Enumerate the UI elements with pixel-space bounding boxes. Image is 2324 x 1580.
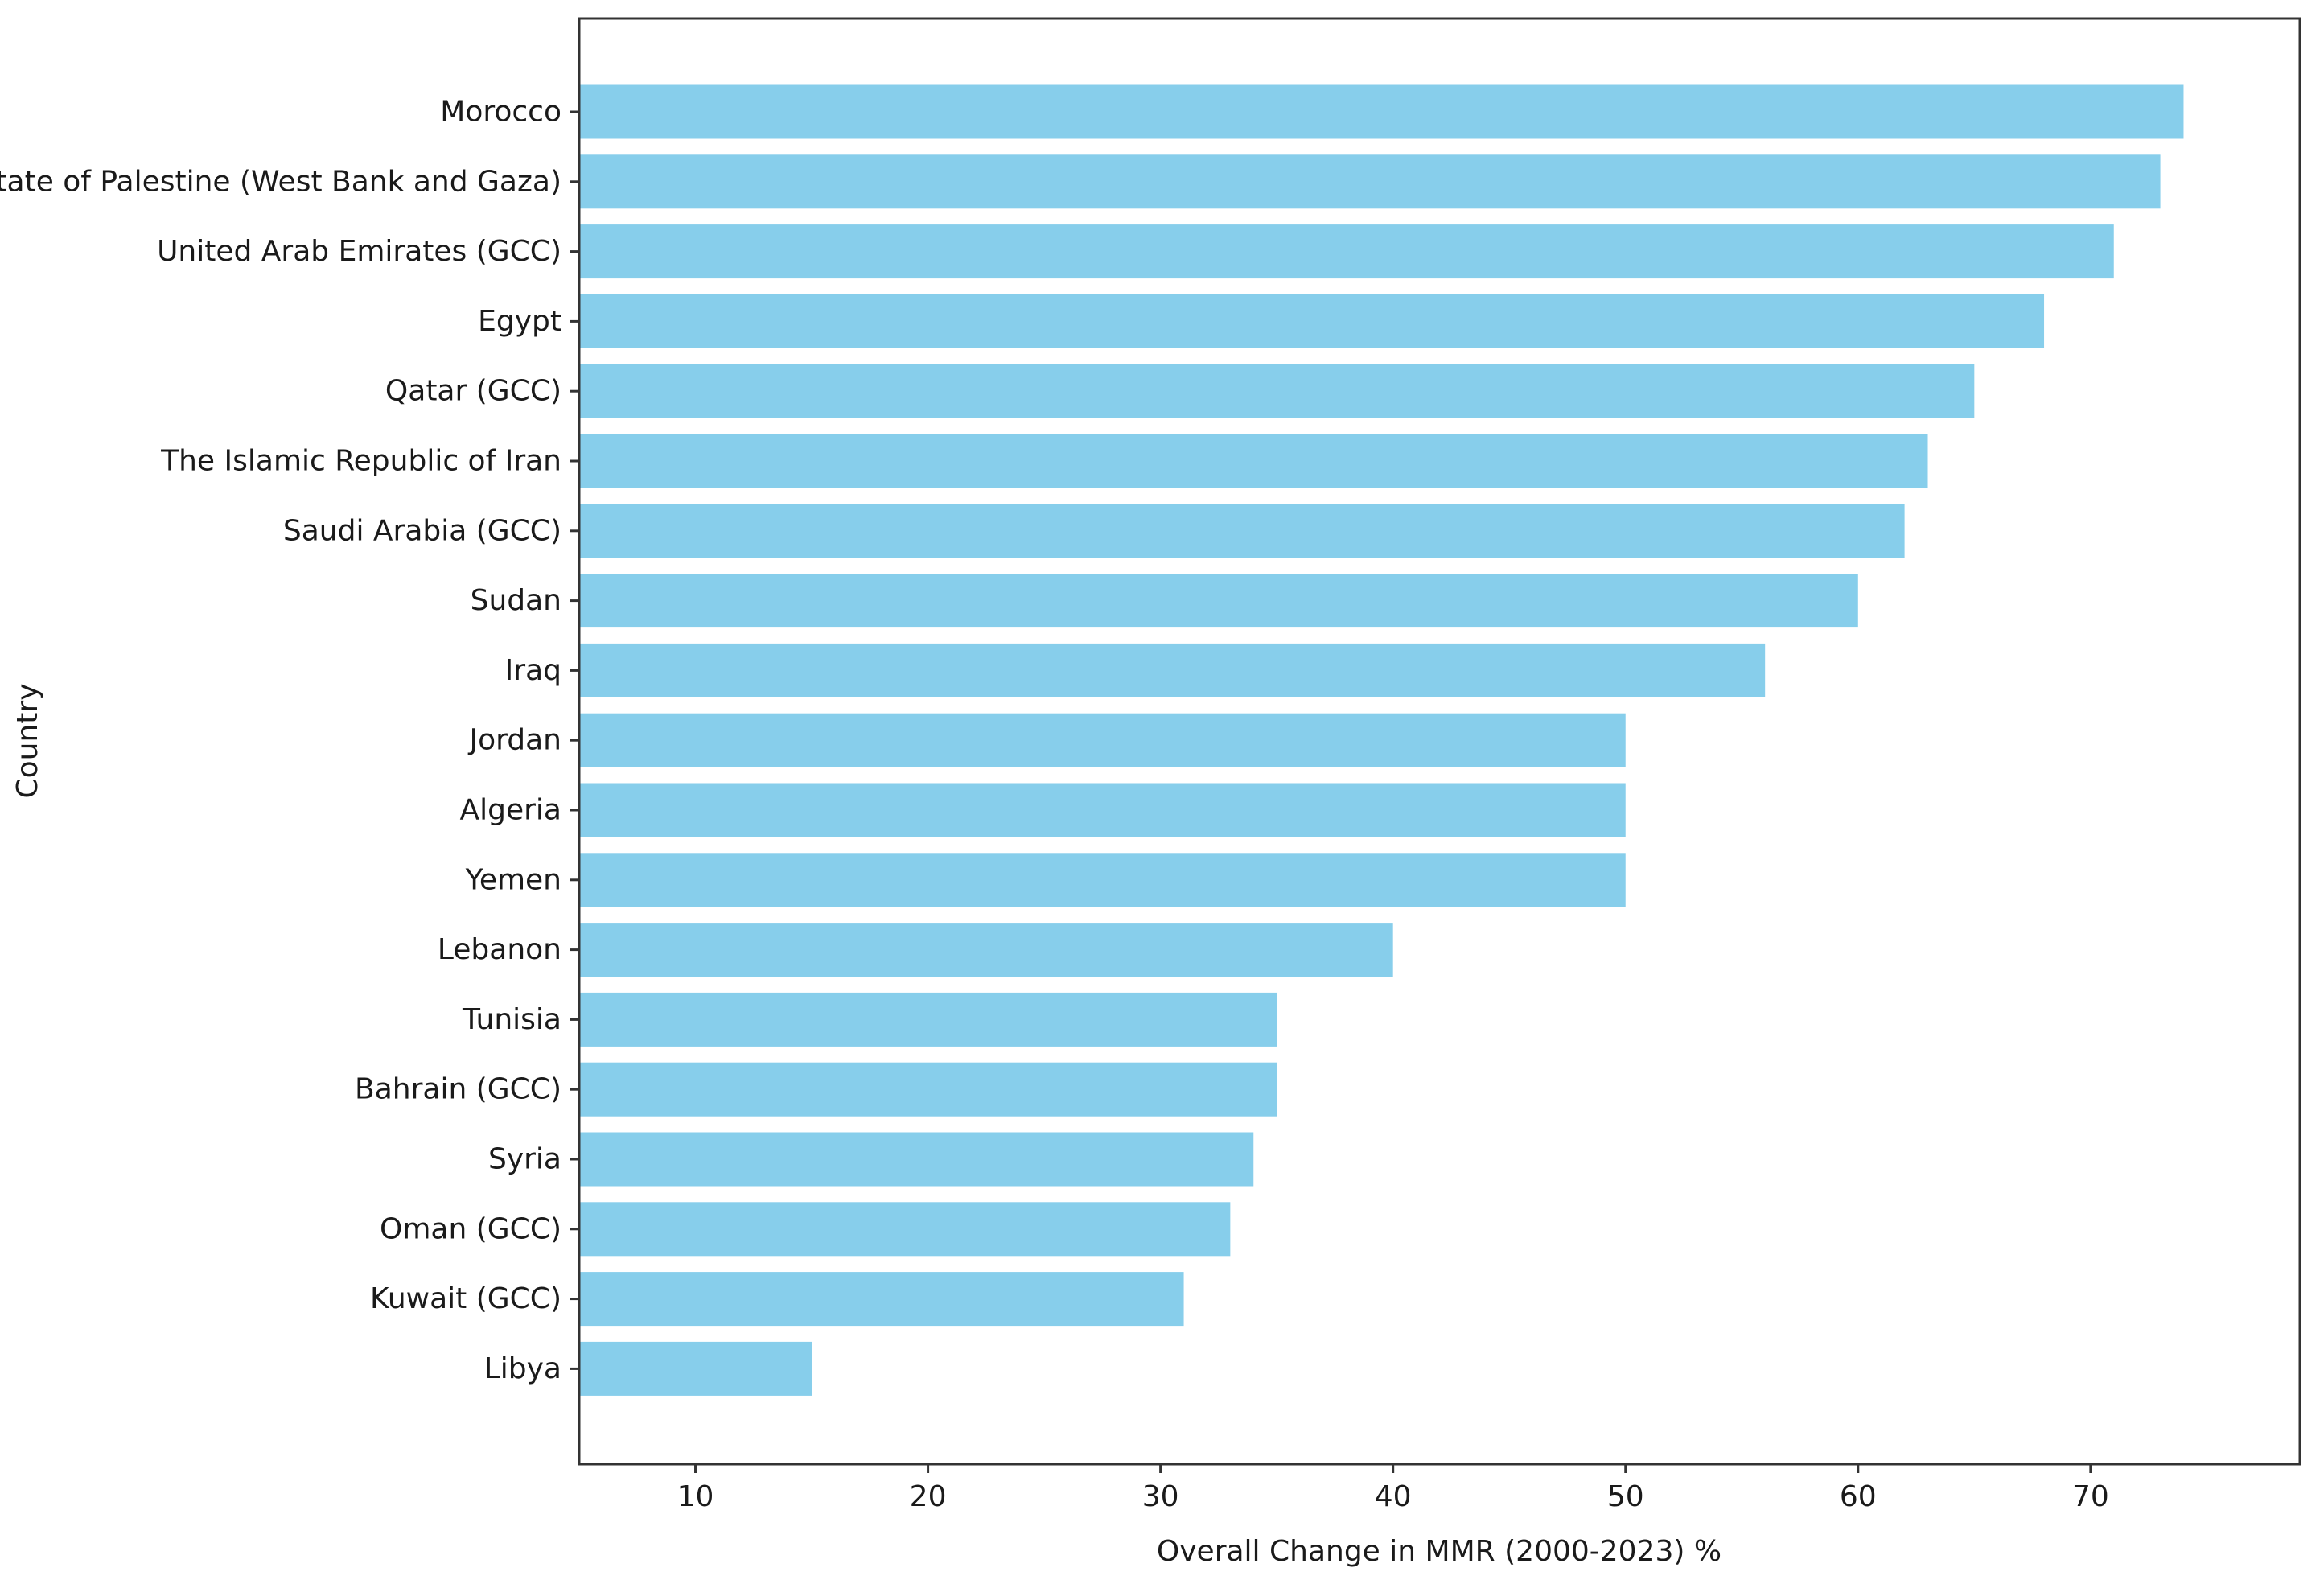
y-tick-label: Syria: [488, 1143, 561, 1176]
y-tick-label: United Arab Emirates (GCC): [157, 235, 561, 268]
y-tick-label: The Islamic Republic of Iran: [160, 445, 561, 478]
bar-libya: [579, 1341, 812, 1396]
x-axis-ticks: 10 20 30 40 50 60 70: [677, 1464, 2109, 1513]
bar-algeria: [579, 783, 1626, 837]
y-tick-label: Tunisia: [462, 1003, 561, 1036]
bar-qatar-gcc: [579, 364, 1975, 418]
bar-the-islamic-republic-of-iran: [579, 434, 1928, 488]
x-tick-label: 70: [2072, 1480, 2109, 1513]
y-tick-label: Egypt: [478, 305, 561, 338]
bar-iraq: [579, 643, 1766, 697]
y-tick-label: Lebanon: [438, 933, 561, 966]
x-tick-label: 30: [1142, 1480, 1179, 1513]
bar-united-arab-emirates-gcc: [579, 224, 2114, 279]
bar-sudan: [579, 574, 1858, 628]
bar-yemen: [579, 853, 1626, 907]
bar-egypt: [579, 294, 2045, 348]
x-tick-label: 60: [1840, 1480, 1877, 1513]
y-tick-label: Oman (GCC): [380, 1212, 561, 1245]
bar-bahrain-gcc: [579, 1062, 1277, 1117]
bar-lebanon: [579, 923, 1393, 977]
y-tick-label: Saudi Arabia (GCC): [283, 514, 561, 547]
bars-layer: [579, 84, 2184, 1396]
y-tick-label: Kuwait (GCC): [370, 1282, 561, 1315]
y-axis-label: Country: [11, 683, 44, 798]
y-tick-label: Morocco: [440, 96, 561, 129]
x-axis-label: Overall Change in MMR (2000-2023) %: [1157, 1535, 1721, 1568]
bar-syria: [579, 1132, 1254, 1187]
y-axis-ticks: Morocco State of Palestine (West Bank and…: [0, 96, 579, 1385]
bar-jordan: [579, 713, 1626, 767]
bar-tunisia: [579, 992, 1277, 1047]
y-tick-label: State of Palestine (West Bank and Gaza): [0, 165, 561, 198]
bar-saudi-arabia-gcc: [579, 504, 1905, 558]
bar-kuwait-gcc: [579, 1272, 1184, 1327]
x-tick-label: 50: [1607, 1480, 1644, 1513]
y-tick-label: Iraq: [505, 654, 561, 687]
y-tick-label: Sudan: [471, 584, 561, 617]
bar-state-of-palestine-west-bank-and-gaza: [579, 154, 2161, 209]
y-tick-label: Qatar (GCC): [385, 375, 561, 408]
bar-morocco: [579, 84, 2184, 139]
y-tick-label: Yemen: [465, 863, 561, 896]
y-tick-label: Bahrain (GCC): [355, 1073, 561, 1106]
x-tick-label: 20: [910, 1480, 947, 1513]
y-tick-label: Algeria: [460, 794, 562, 827]
x-tick-label: 40: [1375, 1480, 1412, 1513]
bar-oman-gcc: [579, 1202, 1231, 1257]
x-tick-label: 10: [677, 1480, 714, 1513]
y-tick-label: Jordan: [467, 724, 561, 757]
y-tick-label: Libya: [484, 1352, 561, 1385]
